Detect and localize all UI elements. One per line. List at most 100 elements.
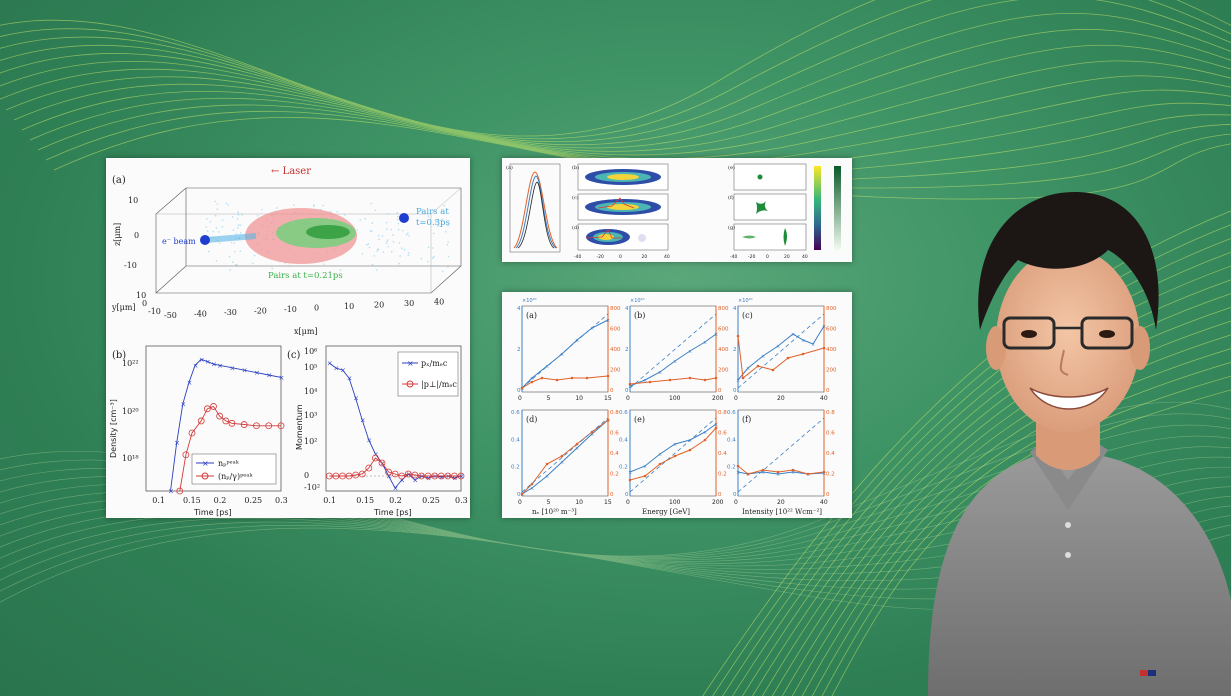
rb-left-tick: 0.2 xyxy=(727,465,736,471)
rb-left-tick: 0 xyxy=(733,492,737,498)
electron-beam-dot xyxy=(200,235,210,245)
rb-x-tick: 20 xyxy=(777,499,785,506)
rt-x-tick: 0 xyxy=(766,254,769,260)
rb-right-tick: 0.4 xyxy=(718,451,727,457)
rt-x-tick: -40 xyxy=(730,254,737,260)
c-xlabel: Time [ps] xyxy=(373,508,412,517)
c-marker-o xyxy=(345,472,353,480)
rb-marker-blue: × xyxy=(530,486,534,492)
rb-x-tick: 40 xyxy=(820,395,828,402)
b-ytick-1: 10²⁰ xyxy=(122,407,139,416)
b-marker-o xyxy=(216,412,224,420)
rb-marker-blue: × xyxy=(658,452,662,458)
b-series-peak-density xyxy=(170,358,282,492)
c-y-tick: 10⁴ xyxy=(304,387,317,396)
rb-right-tick: 800 xyxy=(826,306,837,312)
rb-right-tick: 600 xyxy=(610,327,621,333)
b-marker-x: × xyxy=(199,356,205,364)
b-marker-o xyxy=(188,429,196,437)
rb-marker-orange xyxy=(736,464,740,468)
c-series-pperp xyxy=(329,457,461,477)
rb-x-tick: 100 xyxy=(669,395,681,402)
rb-marker-orange xyxy=(628,478,632,482)
b-marker-o xyxy=(253,422,260,430)
c-marker-o xyxy=(431,472,439,480)
rb-marker-blue: × xyxy=(776,344,780,350)
rb-series-blue xyxy=(629,333,717,387)
rb-marker-orange xyxy=(776,470,780,474)
rb-right-tick: 0.8 xyxy=(610,410,619,416)
rb-fit-blue xyxy=(521,417,609,493)
b-x-tick: 0.25 xyxy=(244,496,262,505)
c-ylabel: Momentum xyxy=(295,404,304,450)
rb-marker-orange xyxy=(786,356,790,360)
rb-right-tick: 0.8 xyxy=(718,410,727,416)
c-marker-o xyxy=(371,454,379,462)
rt-density-maps: (b) (c) (d) xyxy=(572,163,669,251)
rb-marker-orange xyxy=(688,448,692,452)
rb-series-blue xyxy=(629,423,717,473)
rb-exp-b: ×10²⁰ xyxy=(630,298,645,304)
rb-right-tick: 600 xyxy=(826,327,837,333)
c-marker-x: × xyxy=(445,473,451,481)
rb-marker-blue: × xyxy=(703,340,707,346)
c-y-tick: 10³ xyxy=(304,411,317,420)
rt-x-tick: 40 xyxy=(802,254,808,260)
rb-right-tick: 0.6 xyxy=(826,431,835,437)
rb-right-tick: 0.6 xyxy=(718,431,727,437)
rb-series-blue xyxy=(737,325,825,381)
rb-marker-blue: × xyxy=(643,378,647,384)
c-x-tick: 0.15 xyxy=(356,496,374,505)
rb-left-tick: 4 xyxy=(625,306,629,312)
b-marker-o xyxy=(222,417,230,425)
panel-c-label: (c) xyxy=(287,350,301,361)
rb-marker-blue: × xyxy=(606,318,610,324)
rb-x-tick: 0 xyxy=(734,395,738,402)
rb-right-tick: 0.4 xyxy=(610,451,619,457)
rb-marker-orange xyxy=(570,376,574,380)
z-tick-0: 10 xyxy=(128,196,138,205)
svg-text:×: × xyxy=(202,459,209,468)
b-marker-x: × xyxy=(266,372,272,380)
rb-x-tick: 0 xyxy=(518,499,522,506)
rb-x-tick: 20 xyxy=(777,395,785,402)
rb-x-tick: 15 xyxy=(604,499,612,506)
b-marker-o xyxy=(197,417,205,425)
c-marker-o xyxy=(325,472,333,480)
rb-right-tick: 0 xyxy=(610,492,614,498)
c-y-tick: 10⁶ xyxy=(304,347,317,356)
b-marker-x: × xyxy=(242,367,248,375)
x-tick-3d: -30 xyxy=(224,308,237,317)
rb-right-tick: 200 xyxy=(610,368,621,374)
rb-marker-orange xyxy=(575,442,579,446)
rb-left-tick: 0.4 xyxy=(511,437,520,443)
z-axis-label: z[μm] xyxy=(113,223,122,246)
rt-x-tick: 20 xyxy=(784,254,790,260)
rt-x-tick: 20 xyxy=(642,254,648,260)
late-pairs-dot xyxy=(399,213,409,223)
x-tick-3d: 0 xyxy=(314,304,319,313)
rb-marker-orange xyxy=(741,376,745,380)
c-marker-x: × xyxy=(340,367,346,375)
speaker-photo xyxy=(928,191,1231,696)
rb-left-tick: 4 xyxy=(733,306,737,312)
b-x-tick: 0.1 xyxy=(152,496,165,505)
x-tick-3d: 20 xyxy=(374,301,384,310)
b-ylabel: Density [cm⁻³] xyxy=(109,399,118,458)
z-tick-2: -10 xyxy=(124,261,137,270)
c-series-px xyxy=(329,362,462,489)
rb-marker-blue: × xyxy=(688,438,692,444)
rb-marker-blue: × xyxy=(673,359,677,365)
rb-marker-blue: × xyxy=(560,460,564,466)
rb-marker-blue: × xyxy=(560,352,564,358)
c-marker-x: × xyxy=(426,475,432,483)
rb-marker-blue: × xyxy=(746,366,750,372)
rb-right-tick: 0 xyxy=(718,492,722,498)
rb-left-tick: 0.2 xyxy=(511,465,520,471)
c-marker-x: × xyxy=(432,473,438,481)
rb-marker-orange xyxy=(560,454,564,458)
rb-x-tick: 0 xyxy=(518,395,522,402)
rb-marker-orange xyxy=(703,438,707,442)
b-marker-x: × xyxy=(205,358,211,366)
glasses-left-lens xyxy=(1002,316,1056,350)
